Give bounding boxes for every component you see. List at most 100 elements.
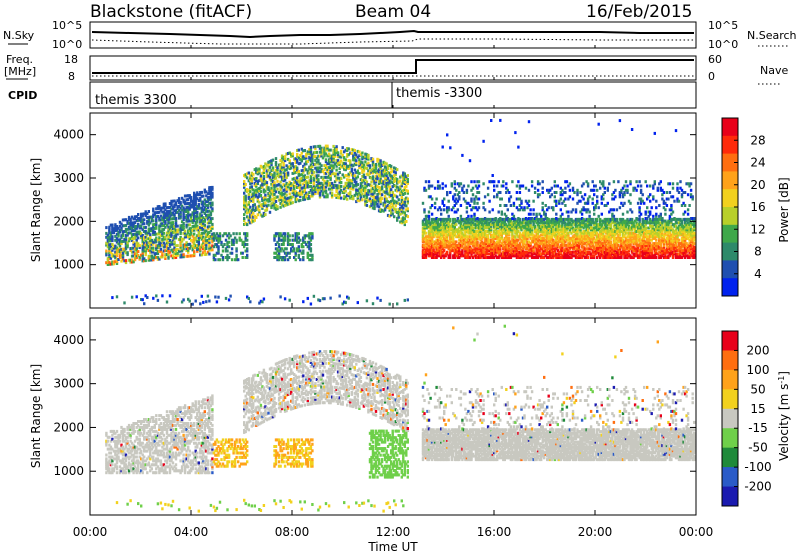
heatmap-cell <box>130 235 134 239</box>
heatmap-cell <box>152 209 155 213</box>
heatmap-cell <box>256 207 259 211</box>
heatmap-cell <box>255 216 258 219</box>
heatmap-cell <box>199 196 202 200</box>
heatmap-cell <box>185 249 188 252</box>
heatmap-cell <box>188 246 191 250</box>
heatmap-cell <box>261 181 264 185</box>
heatmap-cell <box>130 229 134 233</box>
heatmap-cell <box>240 251 243 255</box>
heatmap-cell <box>256 189 259 193</box>
heatmap-cell <box>314 162 317 166</box>
heatmap-cell <box>173 236 176 240</box>
heatmap-cell <box>294 200 297 204</box>
heatmap-cell <box>315 170 319 174</box>
heatmap-cell <box>143 212 146 216</box>
heatmap-cell <box>259 176 263 180</box>
heatmap-cell <box>185 194 188 198</box>
heatmap-cell <box>182 247 185 251</box>
heatmap-cell <box>282 192 285 196</box>
heatmap-cell <box>303 162 306 166</box>
heatmap-cell <box>108 231 111 235</box>
heatmap-cell <box>146 245 149 249</box>
heatmap-cell <box>302 190 305 194</box>
heatmap-cell <box>208 192 211 195</box>
heatmap-cell <box>194 193 197 197</box>
heatmap-cell <box>170 240 173 244</box>
heatmap-cell <box>182 231 185 235</box>
heatmap-cell <box>324 148 328 152</box>
heatmap-cell <box>273 185 276 189</box>
heatmap-cell <box>144 251 147 255</box>
heatmap-cell <box>279 201 282 205</box>
heatmap-cell <box>333 152 337 156</box>
heatmap-cell <box>179 206 182 210</box>
heatmap-cell <box>458 195 461 199</box>
heatmap-cell <box>250 208 253 212</box>
heatmap-cell <box>106 237 110 241</box>
heatmap-cell <box>564 204 567 207</box>
heatmap-cell <box>285 253 288 257</box>
heatmap-cell <box>182 222 185 225</box>
heatmap-cell <box>290 243 293 246</box>
heatmap-cell <box>300 243 303 246</box>
heatmap-cell <box>137 232 140 236</box>
heatmap-cell <box>308 179 311 183</box>
heatmap-cell <box>211 203 214 207</box>
heatmap-cell <box>221 245 225 249</box>
heatmap-cell <box>155 217 158 220</box>
heatmap-cell <box>250 179 253 183</box>
heatmap-cell <box>193 211 196 215</box>
heatmap-cell <box>209 248 213 252</box>
heatmap-cell <box>311 256 314 259</box>
heatmap-cell <box>335 168 338 172</box>
heatmap-cell <box>120 240 123 244</box>
heatmap-cell <box>155 244 158 248</box>
heatmap-cell <box>327 160 331 164</box>
heatmap-cell <box>183 210 187 214</box>
heatmap-cell <box>280 166 284 170</box>
heatmap-cell <box>150 258 153 262</box>
heatmap-cell <box>155 207 158 211</box>
heatmap-cell <box>282 238 285 242</box>
heatmap-cell <box>177 249 181 253</box>
heatmap-cell <box>143 230 146 233</box>
heatmap-cell <box>333 147 337 150</box>
heatmap-cell <box>243 203 246 207</box>
heatmap-cell <box>264 179 267 183</box>
heatmap-cell <box>259 194 263 197</box>
heatmap-cell <box>168 215 172 219</box>
heatmap-cell <box>324 146 328 150</box>
heatmap-cell <box>246 189 249 193</box>
heatmap-cell <box>459 214 463 218</box>
heatmap-cell <box>259 299 263 303</box>
heatmap-cell <box>147 219 150 223</box>
heatmap-cell <box>259 184 263 188</box>
heatmap-cell <box>118 228 122 232</box>
heatmap-cell <box>194 197 197 201</box>
heatmap-cell <box>114 229 117 232</box>
heatmap-cell <box>115 226 119 230</box>
heatmap-cell <box>190 227 193 231</box>
heatmap-cell <box>279 186 282 190</box>
heatmap-cell <box>303 176 306 180</box>
heatmap-cell <box>202 200 205 204</box>
heatmap-cell <box>177 204 181 208</box>
heatmap-cell <box>164 202 167 206</box>
heatmap-cell <box>282 161 285 165</box>
heatmap-cell <box>200 227 203 231</box>
heatmap-cell <box>288 202 291 206</box>
heatmap-cell <box>155 238 158 242</box>
heatmap-cell <box>405 204 408 208</box>
heatmap-cell <box>462 191 466 194</box>
heatmap-cell <box>282 177 285 181</box>
heatmap-cell <box>208 213 211 217</box>
heatmap-cell <box>349 159 352 163</box>
heatmap-cell <box>493 184 496 188</box>
heatmap-cell <box>194 207 197 211</box>
heatmap-cell <box>129 219 132 223</box>
heatmap-cell <box>170 203 173 207</box>
heatmap-cell <box>165 214 169 217</box>
heatmap-cell <box>282 175 285 179</box>
heatmap-cell <box>256 187 259 191</box>
heatmap-cell <box>309 163 313 167</box>
